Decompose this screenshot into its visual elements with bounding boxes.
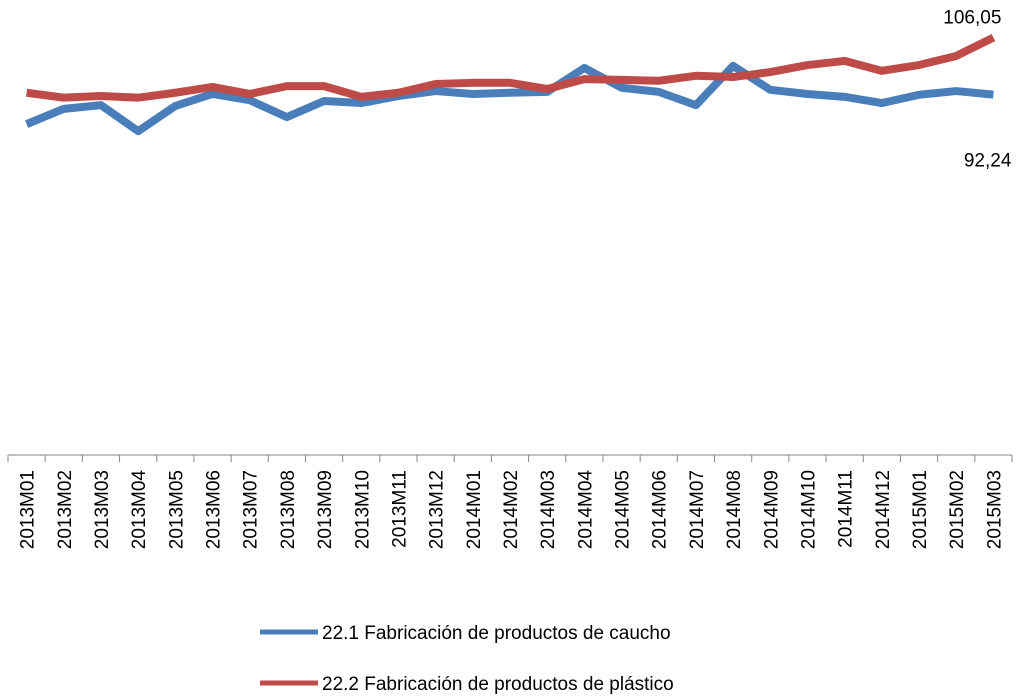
x-tick-label: 2015M02: [947, 470, 968, 549]
x-tick-label: 2014M03: [538, 470, 559, 549]
legend-label: 22.1 Fabricación de productos de caucho: [322, 623, 671, 644]
x-tick-label: 2014M08: [724, 470, 745, 549]
x-tick-label: 2014M10: [798, 470, 819, 549]
x-tick-label: 2013M09: [315, 470, 336, 549]
x-tick-label: 2013M08: [278, 470, 299, 549]
x-tick-label: 2013M02: [55, 470, 76, 549]
x-tick-label: 2013M10: [352, 470, 373, 549]
x-tick-label: 2013M07: [241, 470, 262, 549]
data-label: 106,05: [943, 8, 1001, 29]
x-tick-label: 2014M02: [501, 470, 522, 549]
x-tick-label: 2015M01: [910, 470, 931, 549]
data-label: 92,24: [964, 151, 1012, 172]
x-tick-label: 2014M09: [761, 470, 782, 549]
series-line: [25, 61, 994, 136]
x-tick-label: 2014M07: [687, 470, 708, 549]
series-line: [26, 33, 996, 102]
x-tick-label: 2014M12: [873, 470, 894, 549]
x-tick-label: 2014M11: [836, 470, 857, 548]
x-tick-label: 2013M05: [166, 470, 187, 549]
legend-label: 22.2 Fabricación de productos de plástic…: [322, 674, 674, 695]
x-tick-label: 2013M04: [129, 470, 150, 550]
x-tick-label: 2013M01: [18, 470, 39, 549]
x-tick-label: 2014M05: [613, 470, 634, 549]
x-tick-label: 2014M04: [575, 470, 596, 550]
x-tick-label: 2013M06: [204, 470, 225, 549]
x-tick-label: 2013M12: [427, 470, 448, 549]
x-tick-label: 2014M01: [464, 470, 485, 549]
x-tick-label: 2013M03: [92, 470, 113, 549]
x-tick-label: 2015M03: [984, 470, 1005, 549]
x-tick-label: 2014M06: [650, 470, 671, 549]
x-tick-label: 2013M11: [389, 470, 410, 548]
